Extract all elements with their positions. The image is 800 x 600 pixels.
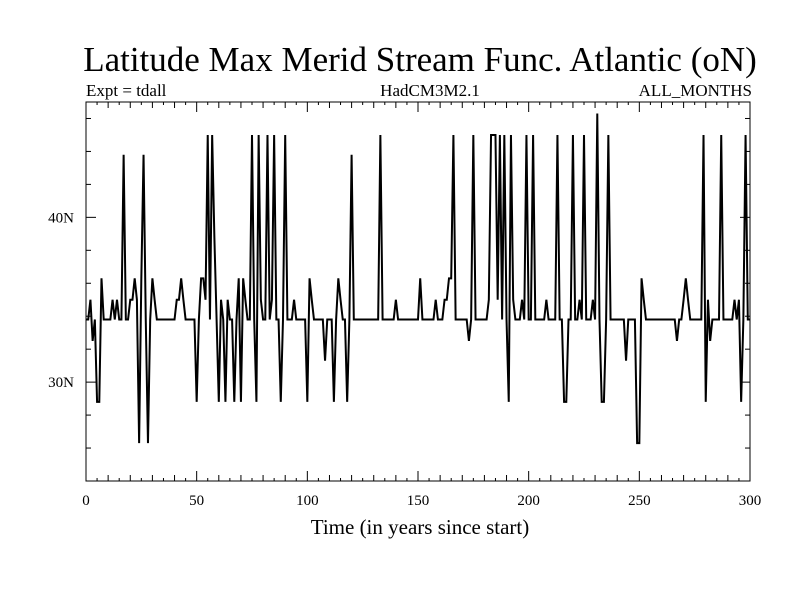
plot-frame xyxy=(85,101,751,482)
model-label: HadCM3M2.1 xyxy=(380,81,480,100)
x-tick-label: 200 xyxy=(517,493,540,509)
chart-title: Latitude Max Merid Stream Func. Atlantic… xyxy=(83,40,757,79)
y-tick-label: 40N xyxy=(48,210,74,226)
months-label: ALL_MONTHS xyxy=(638,81,752,100)
experiment-label: Expt = tdall xyxy=(86,81,167,100)
y-tick-label: 30N xyxy=(48,375,74,391)
x-tick-label: 50 xyxy=(189,493,204,509)
x-tick-label: 150 xyxy=(407,493,430,509)
x-tick-label: 250 xyxy=(628,493,651,509)
x-tick-label: 100 xyxy=(296,493,319,509)
x-axis-label: Time (in years since start) xyxy=(310,515,530,539)
x-tick-label: 300 xyxy=(739,493,762,509)
x-tick-label: 0 xyxy=(82,493,90,509)
axis-tick-labels: 0 50 100 150 200 250 300 30N 40N xyxy=(48,210,761,509)
series-line xyxy=(86,113,750,445)
axis-ticks xyxy=(85,102,751,481)
